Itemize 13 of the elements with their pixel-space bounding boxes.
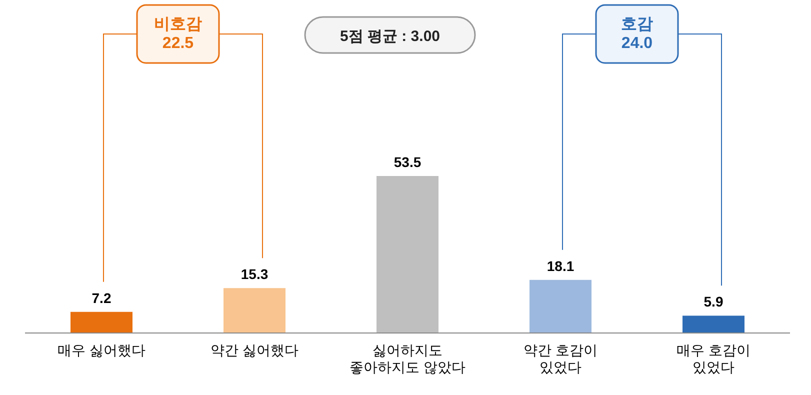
data-label: 7.2 bbox=[92, 290, 112, 306]
data-label: 5.9 bbox=[704, 294, 724, 310]
data-label: 18.1 bbox=[546, 258, 574, 274]
x-tick-label: 매우 호감이 있었다 bbox=[676, 342, 750, 375]
text: 비호감 22.5 bbox=[154, 16, 202, 52]
x-tick-label: 약간 싫어했다 bbox=[210, 342, 298, 358]
data-label: 15.3 bbox=[240, 266, 268, 282]
data-label: 53.5 bbox=[394, 154, 422, 170]
text: 5점 평균 : 3.00 bbox=[340, 28, 440, 45]
x-tick-label: 매우 싫어했다 bbox=[58, 342, 146, 358]
text: 호감 24.0 bbox=[621, 16, 653, 52]
x-tick-label: 싫어하지도 좋아하지도 않았다 bbox=[350, 342, 466, 375]
x-tick-label: 약간 호감이 있었다 bbox=[524, 342, 598, 375]
